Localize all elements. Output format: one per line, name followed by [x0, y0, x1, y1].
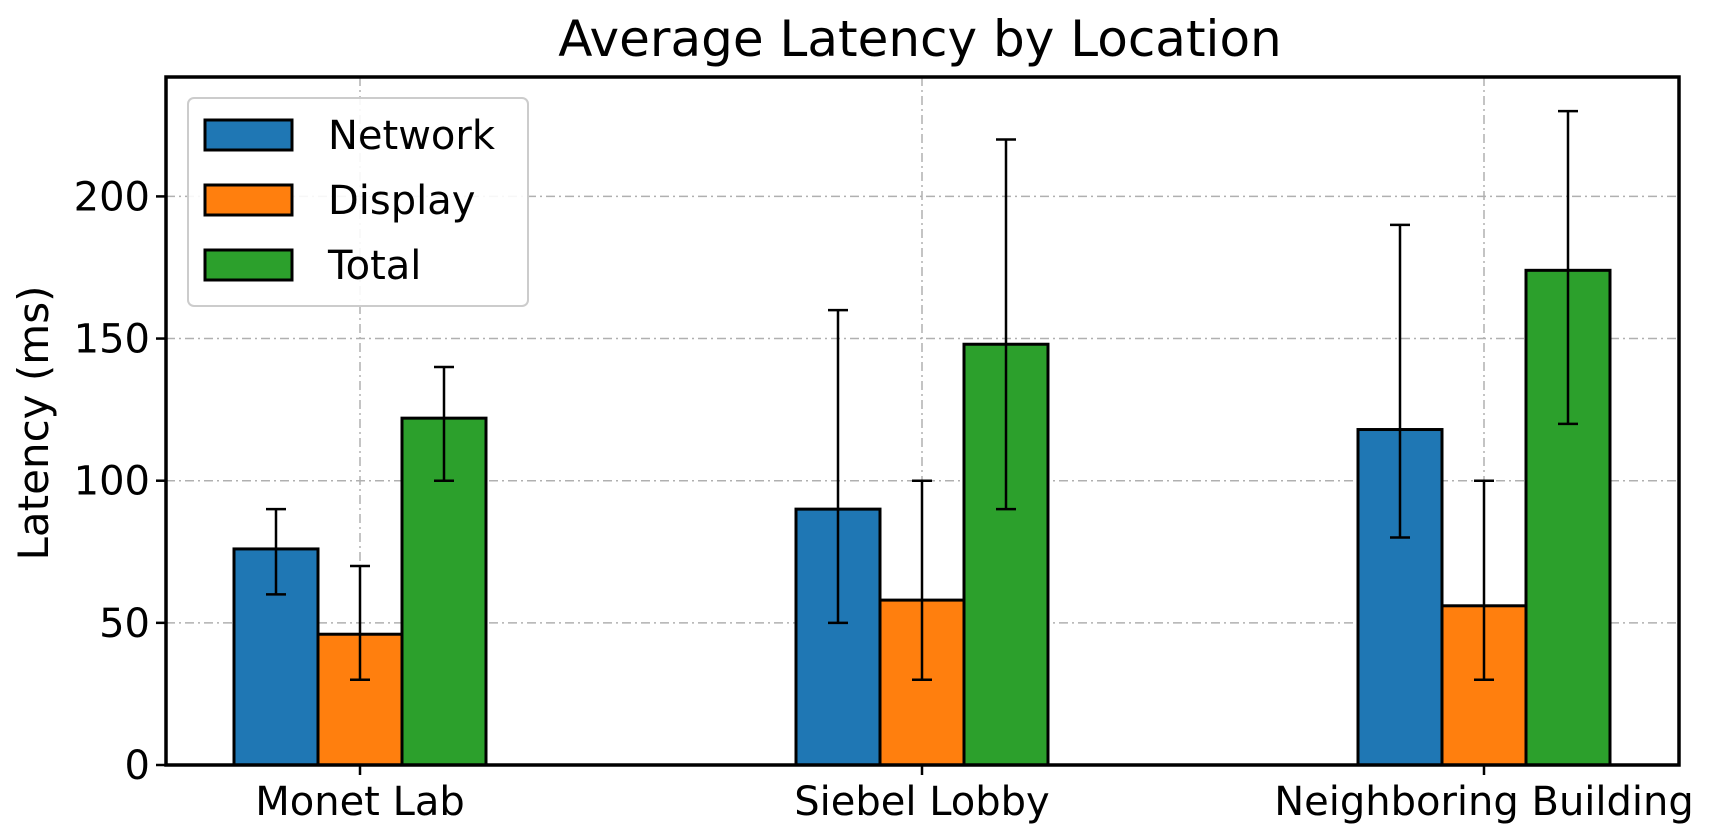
y-axis-label: Latency (ms) [9, 286, 58, 561]
chart-title: Average Latency by Location [558, 10, 1281, 68]
legend: Network Display Total [187, 97, 529, 307]
y-tick-label: 100 [74, 459, 150, 505]
y-tick-label: 0 [125, 743, 150, 789]
error-bars [266, 109, 1578, 681]
legend-swatch [203, 183, 294, 217]
y-tick-label: 50 [99, 601, 150, 647]
x-tick-label: Neighboring Building [1274, 779, 1694, 825]
legend-label: Display [328, 178, 475, 224]
y-axis-ticks: 0 50 100 150 200 [74, 174, 166, 789]
y-tick-label: 150 [74, 317, 150, 363]
x-tick-label: Siebel Lobby [794, 779, 1049, 825]
legend-swatch [203, 248, 294, 282]
x-tick-label: Monet Lab [255, 779, 465, 825]
y-tick-label: 200 [74, 174, 150, 220]
legend-swatch [203, 118, 294, 152]
x-axis-ticks: Monet Lab Siebel Lobby Neighboring Buildin… [255, 765, 1694, 825]
legend-label: Network [328, 113, 496, 159]
legend-label: Total [327, 243, 421, 289]
